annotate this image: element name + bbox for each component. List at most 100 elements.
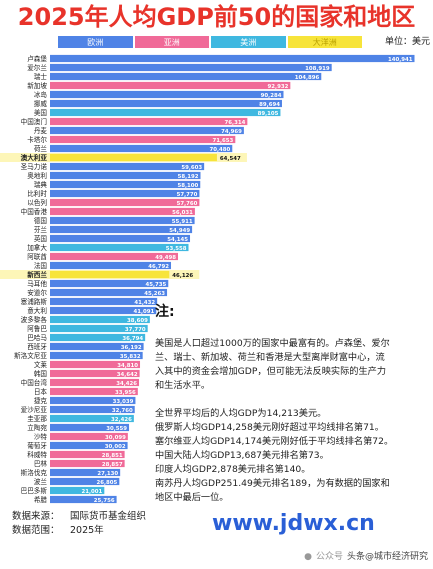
- category-label: 澳大利亚: [21, 153, 48, 162]
- bar: [50, 63, 332, 72]
- bar: [50, 198, 200, 207]
- wechat-icon: ●: [304, 552, 312, 562]
- category-label: 西班牙: [27, 342, 47, 351]
- bar: [50, 441, 128, 450]
- bar: [50, 90, 284, 99]
- category-label: 韩国: [34, 369, 48, 378]
- category-label: 文莱: [34, 360, 48, 369]
- value-label: 89,694: [259, 102, 280, 108]
- bar: [50, 396, 136, 405]
- value-label: 49,498: [155, 255, 176, 261]
- value-label: 21,001: [82, 489, 103, 495]
- legend-label: 美洲: [240, 37, 257, 47]
- value-label: 108,919: [305, 66, 330, 72]
- value-label: 34,426: [116, 381, 137, 387]
- bar: [50, 189, 200, 198]
- watermark-source: ● 公众号 头条@城市经济研究: [248, 549, 428, 562]
- value-label: 30,002: [105, 444, 126, 450]
- category-label: 塞浦路斯: [21, 297, 48, 306]
- legend-label: 大洋洲: [312, 37, 337, 47]
- category-label: 安道尔: [27, 288, 47, 297]
- value-label: 45,263: [144, 291, 165, 297]
- note-line: 和生活水平。: [155, 380, 211, 391]
- bar: [50, 135, 236, 144]
- category-label: 中国澳门: [21, 117, 47, 126]
- note-line: 全世界平均后的人均GDP为14,213美元。: [155, 408, 327, 419]
- value-label: 41,432: [134, 300, 155, 306]
- value-label: 30,559: [106, 426, 127, 432]
- value-label: 70,480: [209, 147, 230, 153]
- value-label: 54,949: [169, 228, 190, 234]
- bar: [50, 324, 148, 333]
- value-label: 74,969: [221, 129, 242, 135]
- note-line: 入其中的资金会增加GDP，但可能无法反映实际的生产力: [155, 366, 387, 377]
- value-label: 104,896: [295, 75, 320, 81]
- bar: [50, 342, 144, 351]
- value-label: 64,547: [220, 156, 241, 162]
- bar: [50, 486, 105, 495]
- watermark-url: www.jdwx.cn: [212, 511, 375, 536]
- legend-item-americas: 美洲: [211, 36, 286, 48]
- value-label: 59,603: [181, 165, 202, 171]
- legend-item-oceania: 大洋洲: [287, 36, 362, 48]
- category-label: 丹麦: [34, 126, 48, 135]
- note-line: 兰、瑞士、新加坡、荷兰和香港是大型离岸财富中心，流: [155, 352, 385, 363]
- data-source-label: 数据来源：: [12, 511, 60, 522]
- value-label: 34,810: [117, 363, 138, 369]
- category-label: 以色列: [27, 198, 47, 207]
- note-title: 注:: [155, 304, 175, 320]
- value-label: 54,145: [167, 237, 188, 243]
- category-label: 瑞士: [34, 72, 48, 81]
- value-label: 25,756: [94, 498, 115, 504]
- bar: [50, 279, 169, 288]
- category-label: 中国台湾: [21, 378, 48, 387]
- bar: [50, 423, 130, 432]
- value-label: 28,851: [102, 453, 123, 459]
- value-label: 36,794: [122, 336, 143, 342]
- value-label: 32,760: [112, 408, 133, 414]
- category-label: 沙特: [34, 432, 48, 441]
- category-label: 阿鲁巴: [27, 324, 47, 333]
- value-label: 45,735: [145, 282, 166, 288]
- bar: [50, 432, 128, 441]
- bar: [50, 306, 157, 315]
- category-label: 巴巴多斯: [21, 486, 48, 495]
- category-label: 挪威: [34, 99, 48, 108]
- category-label: 意大利: [27, 306, 47, 315]
- bar: [50, 81, 291, 90]
- category-label: 斯洛文尼亚: [14, 351, 47, 360]
- value-label: 76,314: [225, 120, 246, 126]
- value-label: 58,100: [177, 183, 198, 189]
- bar: [50, 414, 134, 423]
- bar: [50, 207, 195, 216]
- legend-item-asia: 亚洲: [134, 36, 209, 48]
- category-label: 加拿大: [27, 243, 47, 252]
- page-title: 2025年人均GDP前50的国家和地区: [17, 3, 416, 31]
- unit-label: 单位：美元: [384, 37, 430, 47]
- value-label: 46,126: [172, 273, 193, 279]
- value-label: 140,941: [388, 57, 413, 63]
- bar: [50, 477, 120, 486]
- bar: [50, 405, 135, 414]
- category-label: 法国: [34, 261, 48, 270]
- value-label: 90,284: [261, 93, 282, 99]
- data-range-value: 2025年: [70, 525, 104, 536]
- value-label: 55,911: [172, 219, 193, 225]
- category-label: 圣马力诺: [21, 162, 48, 171]
- bar: [50, 351, 143, 360]
- bar: [50, 243, 189, 252]
- bar: [50, 468, 121, 477]
- bar: [50, 171, 201, 180]
- category-label: 立陶宛: [27, 423, 47, 432]
- value-label: 57,760: [177, 201, 198, 207]
- value-label: 32,426: [111, 417, 132, 423]
- category-label: 捷克: [34, 396, 48, 405]
- value-label: 71,653: [212, 138, 233, 144]
- bar: [50, 117, 248, 126]
- source-label: 头条@城市经济研究: [346, 552, 428, 562]
- bar: [50, 216, 195, 225]
- bar: [50, 360, 141, 369]
- category-label: 美国: [34, 108, 48, 117]
- category-label: 中国香港: [21, 207, 48, 216]
- value-label: 34,642: [117, 372, 138, 378]
